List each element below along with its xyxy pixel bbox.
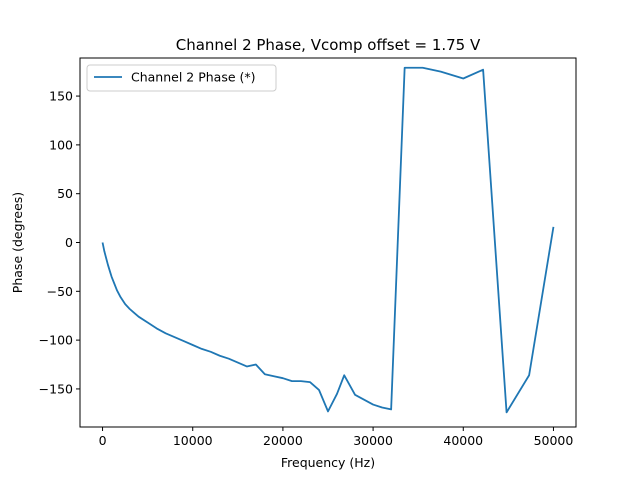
- x-tick-label: 10000: [173, 433, 213, 448]
- plot-area: [80, 58, 576, 427]
- y-axis: −150 −100 −50 0 50 100 150: [39, 89, 80, 396]
- y-tick-label: 150: [49, 89, 73, 104]
- y-tick-label: −50: [47, 284, 73, 299]
- legend-box: [86, 64, 277, 92]
- x-tick-label: 40000: [443, 433, 483, 448]
- x-axis: 0 10000 20000 30000 40000 50000: [99, 427, 574, 448]
- x-tick-label: 20000: [263, 433, 303, 448]
- plot-content: [101, 66, 555, 414]
- y-axis-label: Phase (degrees): [10, 192, 25, 293]
- y-tick-label: −150: [39, 381, 73, 396]
- y-tick-label: 0: [65, 235, 73, 250]
- x-tick-label: 50000: [534, 433, 574, 448]
- x-axis-label: Frequency (Hz): [281, 455, 375, 470]
- x-tick-label: 30000: [353, 433, 393, 448]
- chart-title: Channel 2 Phase, Vcomp offset = 1.75 V: [176, 36, 481, 54]
- legend-label: Channel 2 Phase (*): [131, 70, 256, 85]
- series-line-channel-2-phase: [101, 66, 555, 414]
- x-tick-label: 0: [99, 433, 107, 448]
- y-tick-label: 100: [49, 137, 73, 152]
- y-tick-label: 50: [57, 186, 73, 201]
- y-tick-label: −100: [39, 333, 73, 348]
- legend: Channel 2 Phase (*): [86, 64, 277, 92]
